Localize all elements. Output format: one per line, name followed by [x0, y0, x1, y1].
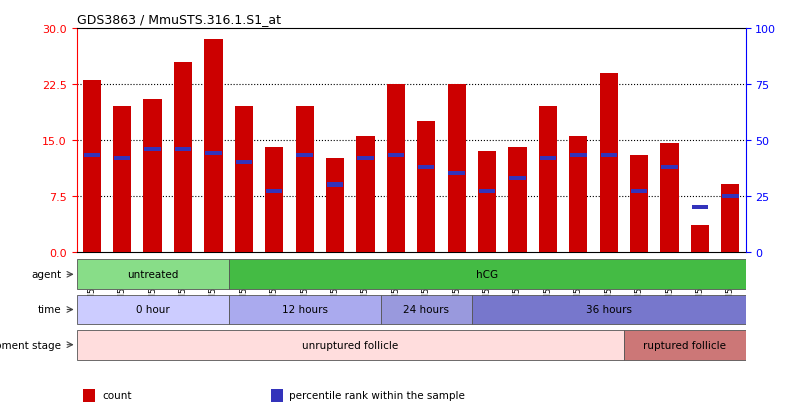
Bar	[357, 156, 374, 160]
Bar	[229, 260, 746, 290]
Text: untreated: untreated	[127, 270, 178, 280]
Text: count: count	[102, 390, 131, 401]
Bar	[600, 154, 617, 158]
Bar	[77, 330, 624, 360]
Text: GDS3863 / MmuSTS.316.1.S1_at: GDS3863 / MmuSTS.316.1.S1_at	[77, 13, 280, 26]
Bar	[229, 295, 380, 325]
Bar	[297, 154, 313, 158]
Bar	[661, 165, 678, 169]
Text: ruptured follicle: ruptured follicle	[643, 340, 726, 350]
Text: 12 hours: 12 hours	[281, 305, 327, 315]
Bar	[380, 295, 472, 325]
Bar	[77, 295, 229, 325]
Text: 36 hours: 36 hours	[586, 305, 632, 315]
Bar	[356, 137, 375, 252]
Bar	[722, 194, 738, 198]
Bar	[113, 107, 131, 252]
Bar	[83, 81, 101, 252]
Bar	[418, 165, 434, 169]
Bar	[691, 226, 709, 252]
Bar	[569, 137, 588, 252]
Bar	[538, 107, 557, 252]
Bar	[540, 156, 556, 160]
Bar	[630, 155, 648, 252]
Bar	[204, 40, 222, 252]
Bar	[479, 190, 496, 194]
Text: agent: agent	[31, 270, 61, 280]
Bar	[114, 156, 131, 160]
Bar	[660, 144, 679, 252]
Text: 0 hour: 0 hour	[135, 305, 169, 315]
Bar	[266, 190, 282, 194]
Bar	[631, 190, 647, 194]
Bar	[447, 85, 466, 252]
Bar	[175, 147, 191, 152]
Text: unruptured follicle: unruptured follicle	[302, 340, 398, 350]
Bar	[83, 389, 95, 402]
Bar	[478, 152, 496, 252]
Bar	[174, 62, 192, 252]
Bar	[624, 330, 746, 360]
Bar	[721, 185, 739, 252]
Bar	[509, 176, 526, 180]
Bar	[144, 147, 161, 152]
Bar	[265, 148, 284, 252]
Bar	[326, 159, 344, 252]
Bar	[388, 154, 404, 158]
Text: development stage: development stage	[0, 340, 61, 350]
Bar	[235, 161, 252, 165]
Bar	[77, 260, 229, 290]
Bar	[326, 183, 343, 187]
Text: time: time	[38, 305, 61, 315]
Text: hCG: hCG	[476, 270, 498, 280]
Bar	[84, 154, 100, 158]
Bar	[570, 154, 587, 158]
Bar	[692, 205, 708, 209]
Bar	[206, 152, 222, 156]
Bar	[271, 389, 283, 402]
Bar	[143, 100, 162, 252]
Bar	[296, 107, 314, 252]
Bar	[472, 295, 746, 325]
Bar	[387, 85, 405, 252]
Bar	[418, 122, 435, 252]
Text: 24 hours: 24 hours	[403, 305, 449, 315]
Text: percentile rank within the sample: percentile rank within the sample	[289, 390, 465, 401]
Bar	[509, 148, 526, 252]
Bar	[448, 172, 465, 176]
Bar	[600, 74, 618, 252]
Bar	[235, 107, 253, 252]
